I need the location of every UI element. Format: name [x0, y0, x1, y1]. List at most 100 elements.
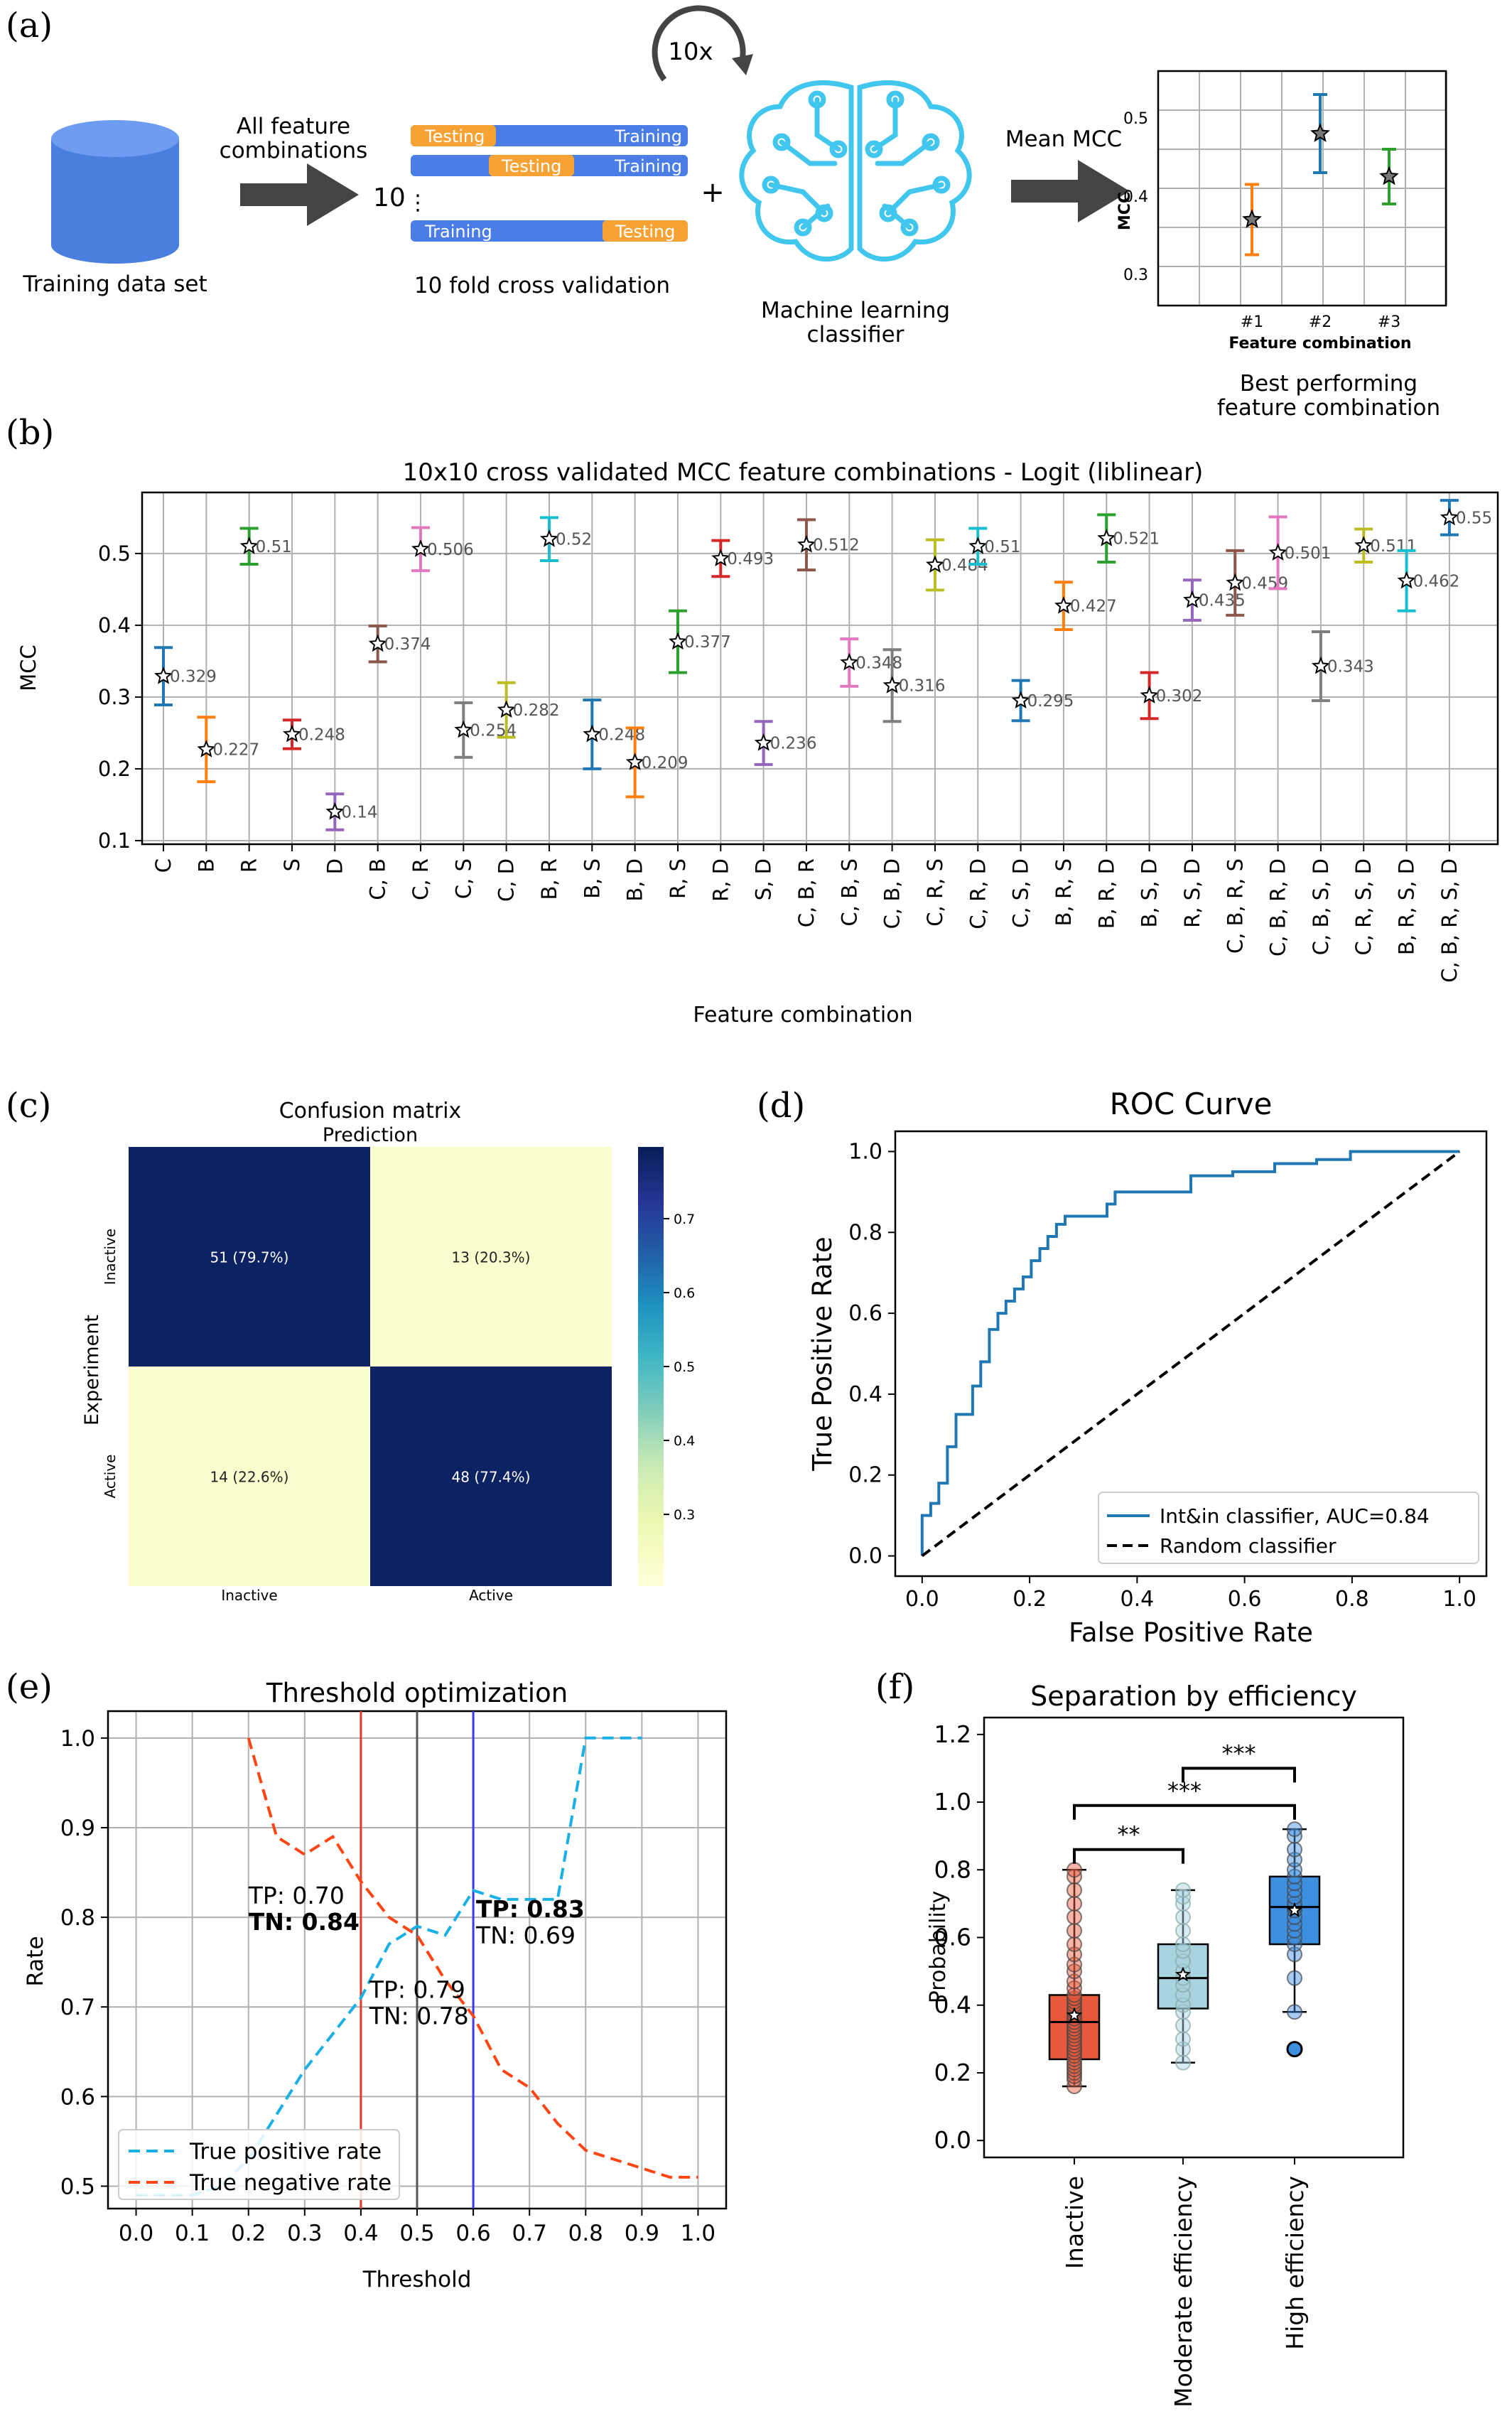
testing-label: Testing [501, 156, 561, 176]
x-tick-label: B, S [580, 858, 604, 899]
x-tick-label: S, D [752, 858, 776, 900]
data-point [1287, 1821, 1302, 1838]
panel-label-e: (e) [6, 1667, 53, 1707]
series-line [136, 1736, 642, 2197]
cv-label: 10 fold cross validation [414, 273, 670, 298]
data-point [1175, 1922, 1191, 1939]
loop-label: 10x [668, 38, 713, 66]
chart-f: Separation by efficiency Probability 0.0 0.… [926, 1681, 1405, 2408]
x-tick-label: C, B [366, 858, 390, 900]
best-label-1: Best performing [1240, 371, 1418, 397]
legend-box [118, 2129, 400, 2200]
data-point [1175, 1882, 1191, 1898]
mean-point [754, 733, 773, 751]
mean-point [625, 753, 644, 770]
value-label: 0.459 [1241, 574, 1288, 593]
panel-label-a: (a) [6, 6, 53, 45]
x-tick-label: 0.5 [399, 2221, 434, 2246]
value-label: 0.511 [1370, 537, 1417, 556]
chart-title: Threshold optimization [266, 1678, 568, 1708]
annotation-tp: TP: 0.79 [369, 1976, 465, 2004]
x-tick-label: 0.4 [1120, 1587, 1155, 1612]
x-tick-label: 0.2 [1012, 1587, 1047, 1612]
value-label: 0.427 [1070, 598, 1117, 616]
annotation-tn: TN: 0.78 [369, 2003, 469, 2030]
all-feature-label-1: All feature [237, 114, 350, 139]
brain-circuit-icon [739, 80, 972, 262]
x-tick-label: 0.8 [568, 2221, 603, 2246]
x-tick-label: C, R [409, 858, 433, 900]
cell-label: 48 (77.4%) [452, 1469, 531, 1486]
y-tick-label: 0.7 [60, 1995, 95, 2020]
annotation-tn: TN: 0.69 [475, 1921, 576, 1949]
value-label: 0.209 [642, 754, 688, 772]
mean-point [1242, 209, 1262, 228]
y-tick-label: 0.2 [934, 2059, 971, 2086]
x-tick-label: 0.1 [175, 2221, 210, 2246]
col-label: Inactive [221, 1587, 277, 1604]
mean-point [1379, 166, 1399, 185]
testing-label: Testing [615, 222, 675, 242]
y-tick-label: 0.4 [98, 613, 131, 637]
value-label: 0.348 [855, 654, 902, 672]
y-tick-label: 0.1 [98, 829, 131, 853]
y-tick-label: 0.9 [60, 1816, 95, 1841]
x-tick-label: C, R, S [923, 858, 947, 927]
value-label: 0.506 [427, 541, 474, 559]
value-label: 0.51 [256, 538, 292, 556]
testing-label: Testing [424, 126, 485, 146]
legend-label: Int&in classifier, AUC=0.84 [1160, 1504, 1430, 1528]
mean-point [497, 700, 516, 718]
cv-fold-2: Testing Training [411, 155, 688, 176]
legend-label: True negative rate [189, 2170, 392, 2196]
data-point [1287, 1841, 1302, 1858]
x-tick-label: C, D [495, 858, 519, 902]
data-point [1066, 1895, 1082, 1912]
data-point [1066, 1922, 1082, 1939]
colorbar [638, 1147, 664, 1586]
panel-label-d: (d) [757, 1086, 805, 1126]
value-label: 0.302 [1156, 687, 1203, 706]
mean-point [1011, 691, 1030, 709]
mean-point [926, 555, 944, 573]
value-label: 0.236 [770, 735, 817, 753]
x-tick-label: 0.4 [343, 2221, 378, 2246]
chart-title: 10x10 cross validated MCC feature combin… [403, 458, 1204, 487]
y-axis-label: Experiment [81, 1315, 103, 1425]
data-point [1066, 1882, 1082, 1898]
heatmap-cell [370, 1367, 612, 1586]
colorbar-tick-label: 0.5 [674, 1359, 695, 1375]
mean-point [1140, 686, 1159, 704]
x-tick-label: S [280, 858, 304, 871]
legend-box [1098, 1492, 1479, 1564]
cell-label: 13 (20.3%) [452, 1249, 531, 1266]
y-tick-label: 1.0 [60, 1726, 95, 1752]
mean-point [197, 740, 216, 758]
value-label: 0.52 [556, 531, 592, 549]
y-axis-label: MCC [16, 645, 40, 691]
y-tick-label: 0.3 [1123, 266, 1148, 284]
vertical-dots: ⋮ [407, 190, 428, 215]
annotation-tn: TN: 0.84 [249, 1908, 360, 1936]
training-label: Training [614, 126, 682, 146]
mean-point [1066, 2007, 1083, 2022]
x-tick-label: 0.9 [625, 2221, 659, 2246]
value-label: 0.227 [212, 741, 259, 760]
x-axis-label: Feature combination [1228, 335, 1411, 352]
x-tick-label: C, S, D [1009, 858, 1033, 928]
x-axis-label: Feature combination [693, 1003, 912, 1028]
x-tick-label: B, R, D [1094, 858, 1118, 929]
x-tick-label: B [194, 858, 218, 873]
mean-point [454, 720, 473, 738]
value-label: 0.493 [727, 550, 774, 568]
significance-label: ** [1118, 1821, 1140, 1848]
x-tick-label: 0.6 [455, 2221, 490, 2246]
chart-title: ROC Curve [1110, 1087, 1273, 1121]
x-tick-label: C, B, S [837, 858, 861, 926]
y-tick-label: 1.2 [934, 1720, 971, 1748]
x-tick-label: R [237, 858, 261, 873]
legend-label: Random classifier [1160, 1534, 1336, 1558]
x-tick-label: Moderate efficiency [1170, 2176, 1197, 2408]
x-axis-label: Threshold [362, 2267, 472, 2292]
